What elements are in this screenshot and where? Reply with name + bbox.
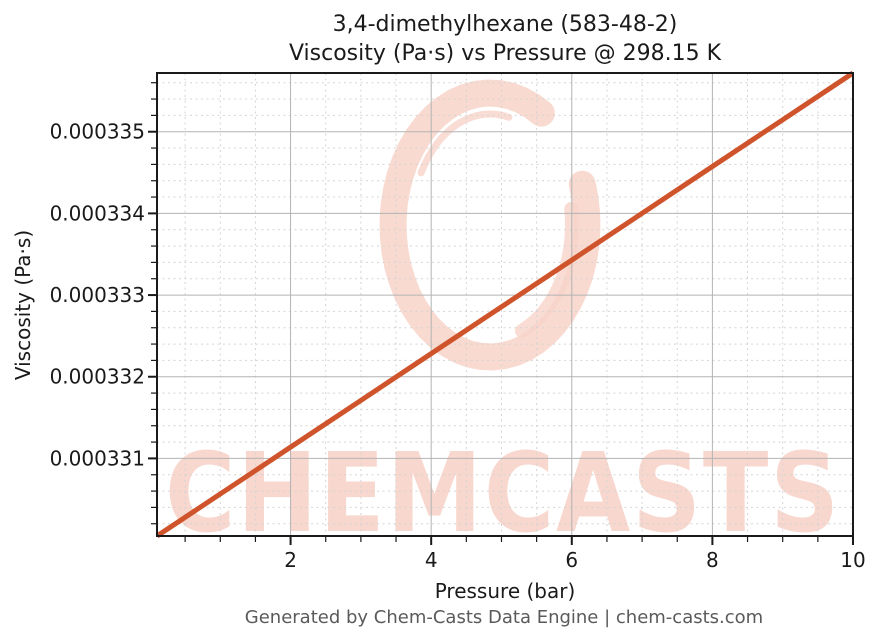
plot-border <box>156 72 854 537</box>
y-axis-label: Viscosity (Pa·s) <box>11 230 35 380</box>
gridlines-layer <box>157 73 854 536</box>
y-tick-label: 0.000331 <box>50 446 145 470</box>
tick-labels-layer: 2 4 6 8 10 0.000331 0.000332 0.000333 0.000334 0.… <box>50 120 866 572</box>
viscosity-line <box>155 70 855 539</box>
data-series-layer <box>155 70 855 539</box>
axes-layer <box>148 72 854 545</box>
x-axis-label: Pressure (bar) <box>435 579 576 603</box>
x-tick-label: 8 <box>706 548 719 572</box>
y-tick-label: 0.000332 <box>50 365 145 389</box>
x-tick-label: 6 <box>565 548 578 572</box>
chart-subtitle: Viscosity (Pa·s) vs Pressure @ 298.15 K <box>289 41 722 66</box>
y-tick-label: 0.000333 <box>50 283 145 307</box>
footer-text: Generated by Chem-Casts Data Engine | ch… <box>245 607 763 628</box>
y-tick-label: 0.000335 <box>50 120 145 144</box>
watermark-text: CHEMCASTS <box>165 429 841 557</box>
x-tick-label: 10 <box>840 548 865 572</box>
y-tick-label: 0.000334 <box>50 201 145 225</box>
brush-circle-logo <box>379 79 601 371</box>
x-tick-label: 4 <box>425 548 438 572</box>
x-tick-label: 2 <box>284 548 297 572</box>
chart-title: 3,4-dimethylhexane (583-48-2) <box>333 12 678 37</box>
